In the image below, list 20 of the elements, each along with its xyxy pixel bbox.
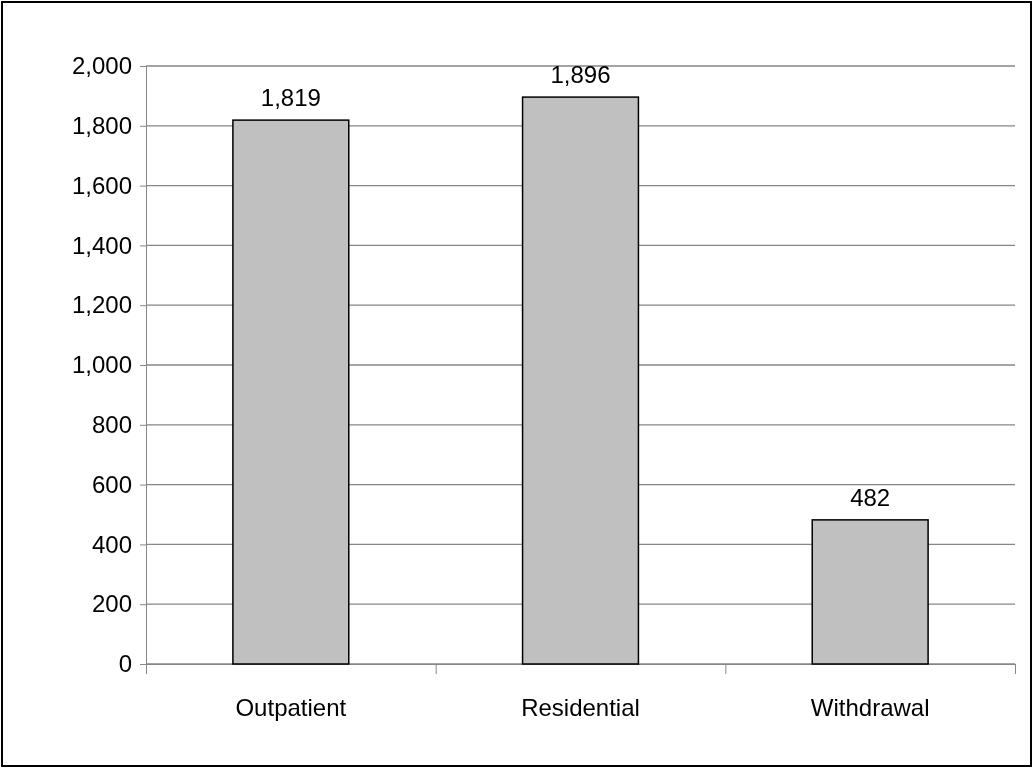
- y-tick-label: 800: [91, 410, 132, 438]
- y-tick-label: 0: [118, 650, 132, 678]
- x-tick-label: Residential: [521, 694, 640, 721]
- bar: [811, 519, 929, 665]
- data-label: 482: [850, 483, 891, 511]
- y-tick-label: 200: [91, 590, 132, 618]
- x-tick-label: Outpatient: [235, 694, 347, 721]
- y-tick-label: 2,000: [71, 52, 132, 80]
- y-tick-label: 1,400: [71, 231, 132, 259]
- bar: [232, 119, 350, 665]
- y-tick-label: 1,600: [71, 171, 132, 199]
- data-label: 1,819: [260, 84, 321, 112]
- y-tick-label: 1,200: [71, 291, 132, 319]
- y-tick-label: 1,800: [71, 111, 132, 139]
- x-tick-label: Withdrawal: [810, 694, 930, 721]
- y-tick-label: 1,000: [71, 351, 132, 379]
- y-tick-label: 600: [91, 470, 132, 498]
- data-label: 1,896: [550, 61, 611, 89]
- bar: [521, 96, 640, 665]
- y-tick-label: 400: [91, 530, 132, 558]
